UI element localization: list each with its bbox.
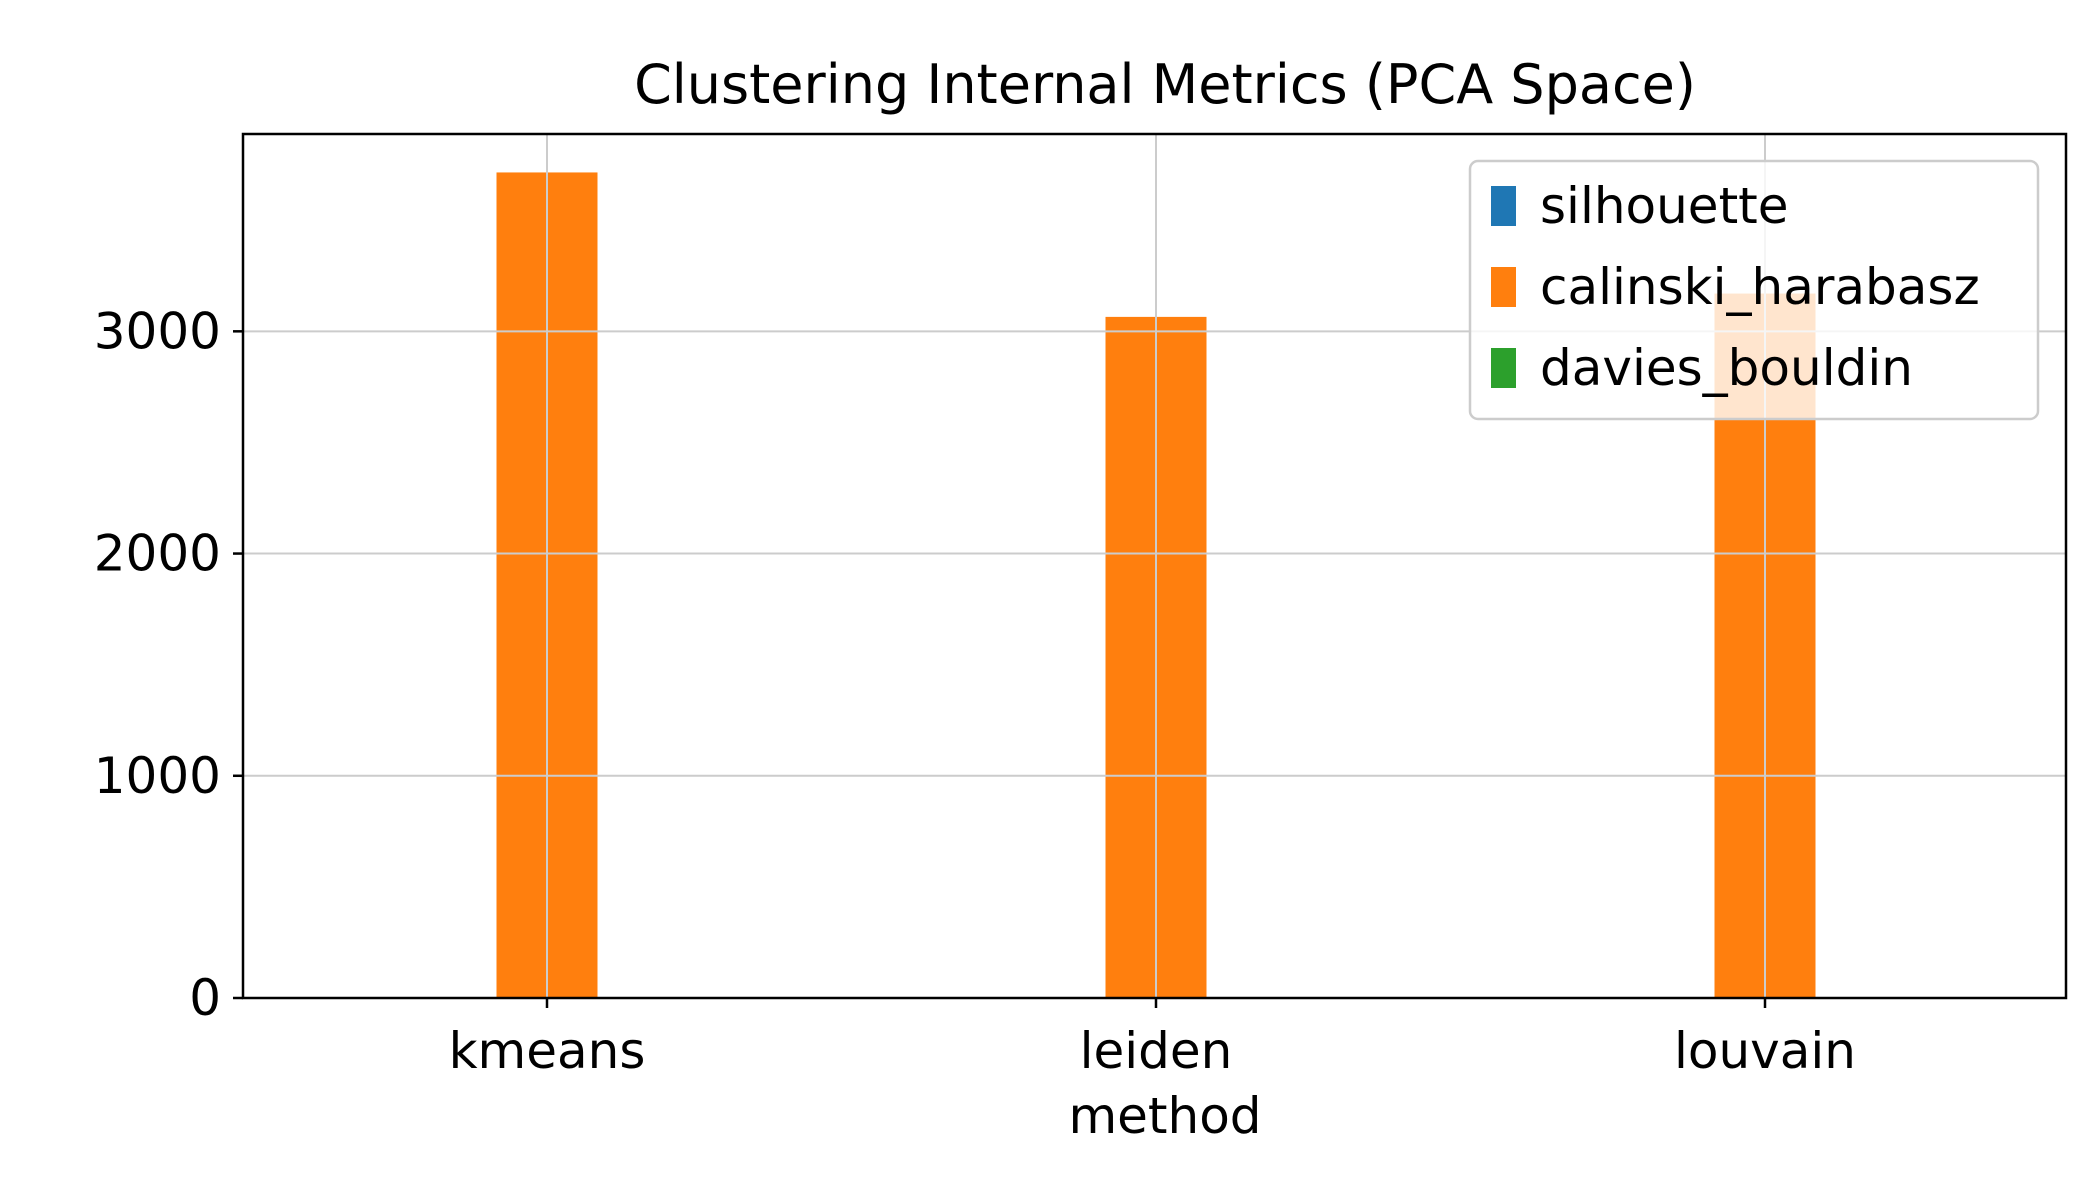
- y-tick-label-3: 3000: [94, 302, 221, 360]
- legend-box: [1468, 159, 2040, 421]
- x-axis-ticks: kmeans leiden louvain: [449, 998, 1856, 1080]
- legend-swatch-davies_bouldin: [1491, 348, 1516, 388]
- y-tick-label-0: 0: [189, 969, 221, 1027]
- x-tick-label-louvain: louvain: [1674, 1022, 1856, 1080]
- plot-frame: [241, 132, 2068, 1000]
- legend-label-davies_bouldin: davies_bouldin: [1540, 339, 1913, 397]
- legend-label-calinski_harabasz: calinski_harabasz: [1540, 258, 1980, 316]
- x-axis-label: method: [1068, 1087, 1261, 1145]
- legend: silhouette calinski_harabasz davies_bouldi…: [1468, 159, 2040, 421]
- x-tick-label-leiden: leiden: [1080, 1022, 1233, 1080]
- legend-swatch-silhouette: [1491, 186, 1516, 226]
- x-tick-label-kmeans: kmeans: [449, 1022, 646, 1080]
- y-tick-label-1: 1000: [94, 747, 221, 805]
- chart-title: Clustering Internal Metrics (PCA Space): [634, 53, 1696, 116]
- y-axis-ticks: 0 1000 2000 3000: [94, 302, 243, 1027]
- y-tick-label-2: 2000: [94, 525, 221, 583]
- legend-swatch-calinski_harabasz: [1491, 267, 1516, 307]
- legend-label-silhouette: silhouette: [1540, 177, 1789, 235]
